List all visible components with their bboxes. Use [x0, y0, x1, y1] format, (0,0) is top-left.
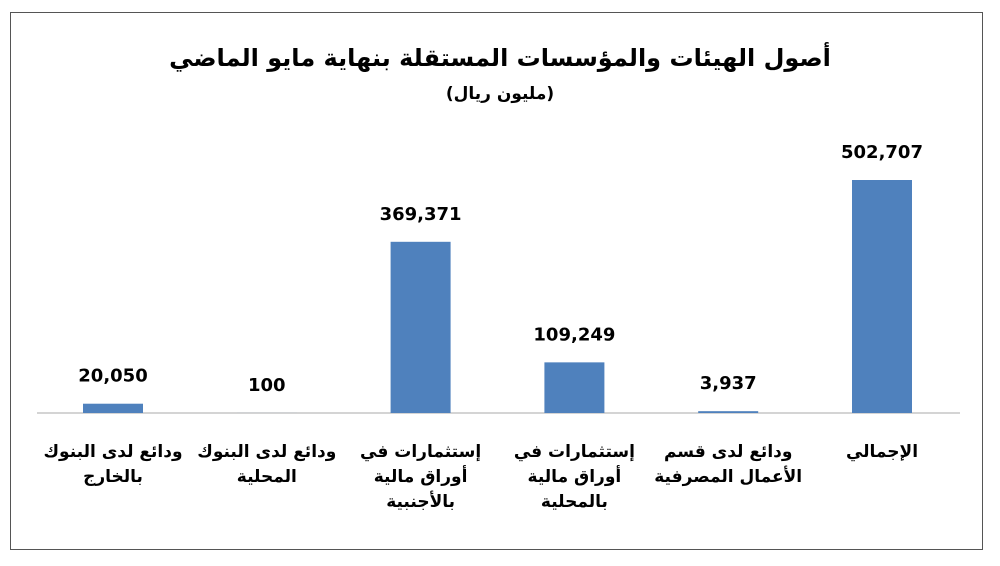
bar — [83, 403, 143, 413]
x-tick-label: ودائع لدى قسم الأعمال المصرفية — [654, 442, 803, 487]
x-tick-label: إستثمارات في أوراق مالية بالأجنبية — [360, 442, 482, 512]
chart-frame — [10, 12, 983, 550]
bar — [852, 180, 912, 413]
value-label: 369,371 — [380, 204, 462, 225]
chart-subtitle: (مليون ريال) — [445, 84, 555, 104]
chart-title: أصول الهيئات والمؤسسات المستقلة بنهاية م… — [169, 44, 831, 72]
bar — [698, 411, 759, 413]
value-label: 3,937 — [700, 373, 757, 394]
value-label: 20,050 — [78, 366, 147, 387]
bar — [544, 362, 605, 413]
x-tick-label: إستثمارات في أوراق مالية بالمحلية — [513, 442, 635, 512]
x-tick-label: ودائع لدى البنوك المحلية — [197, 442, 337, 487]
x-tick-label: الإجمالي — [845, 442, 919, 462]
x-tick-label: ودائع لدى البنوك بالخارج — [43, 442, 183, 487]
value-label: 502,707 — [841, 142, 923, 163]
value-label: 109,249 — [533, 324, 615, 345]
bar — [390, 241, 451, 413]
value-label: 100 — [248, 375, 286, 396]
